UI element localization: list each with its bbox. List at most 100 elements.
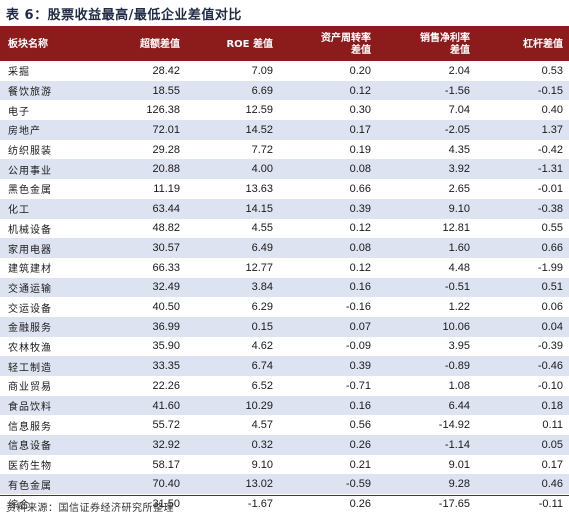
cell-asset-turnover-diff: 0.20 [349,64,371,77]
cell-sector: 化工 [8,205,30,217]
cell-leverage-diff: -0.15 [537,84,563,97]
cell-asset-turnover-diff: 0.16 [349,281,371,294]
cell-roe-diff: 10.29 [245,399,273,412]
cell-excess-diff: 72.01 [152,123,180,136]
cell-net-margin-diff: 2.04 [448,64,470,77]
cell-roe-diff: 7.72 [251,143,273,156]
table-row: 黑色金属 11.19 13.63 0.66 2.65 -0.01 [0,179,569,199]
cell-roe-diff: 6.69 [251,84,273,97]
cell-leverage-diff: 0.04 [541,320,563,333]
cell-asset-turnover-diff: 0.21 [349,458,371,471]
cell-sector: 采掘 [8,67,30,79]
cell-roe-diff: 12.77 [245,261,273,274]
cell-net-margin-diff: 1.08 [448,379,470,392]
cell-asset-turnover-diff: -0.59 [345,478,371,491]
cell-excess-diff: 55.72 [152,419,180,432]
table-row: 餐饮旅游 18.55 6.69 0.12 -1.56 -0.15 [0,80,569,101]
cell-roe-diff: 6.74 [251,360,273,373]
cell-sector: 农林牧渔 [8,342,52,354]
cell-net-margin-diff: 2.65 [448,182,470,195]
cell-roe-diff: 14.15 [245,202,273,215]
cell-asset-turnover-diff: 0.26 [349,438,371,451]
table-row: 建筑建材 66.33 12.77 0.12 4.48 -1.99 [0,258,569,278]
cell-leverage-diff: -0.39 [537,340,563,353]
cell-asset-turnover-diff: 0.19 [349,143,371,156]
cell-roe-diff: -1.67 [247,497,273,510]
cell-excess-diff: 40.50 [152,301,180,314]
cell-asset-turnover-diff: 0.30 [349,104,371,117]
cell-leverage-diff: -0.38 [537,202,563,215]
table-row: 金融服务 36.99 0.15 0.07 10.06 0.04 [0,316,569,337]
cell-leverage-diff: 0.40 [541,104,563,117]
cell-leverage-diff: 0.18 [541,399,563,412]
cell-excess-diff: 48.82 [152,222,180,235]
cell-roe-diff: 9.10 [251,458,273,471]
cell-excess-diff: 66.33 [152,261,180,274]
cell-net-margin-diff: 12.81 [442,222,470,235]
cell-asset-turnover-diff: -0.09 [345,340,371,353]
cell-roe-diff: 4.55 [251,222,273,235]
cell-excess-diff: 36.99 [152,320,180,333]
table-row: 公用事业 20.88 4.00 0.08 3.92 -1.31 [0,159,569,180]
cell-excess-diff: 33.35 [152,360,180,373]
cell-roe-diff: 12.59 [245,104,273,117]
cell-excess-diff: 32.49 [152,281,180,294]
table-row: 商业贸易 22.26 6.52 -0.71 1.08 -0.10 [0,376,569,396]
table-row: 采掘 28.42 7.09 0.20 2.04 0.53 [0,61,569,81]
table-title: 表 6：股票收益最高/最低企业差值对比 [6,8,242,23]
cell-asset-turnover-diff: 0.39 [349,360,371,373]
cell-asset-turnover-diff: -0.71 [345,379,371,392]
cell-excess-diff: 30.57 [152,242,180,255]
cell-excess-diff: 18.55 [152,84,180,97]
cell-excess-diff: 22.26 [152,379,180,392]
table-row: 轻工制造 33.35 6.74 0.39 -0.89 -0.46 [0,356,569,376]
cell-net-margin-diff: 9.10 [448,202,470,215]
cell-net-margin-diff: -1.56 [444,84,470,97]
cell-sector: 信息设备 [8,441,52,453]
cell-net-margin-diff: 4.35 [448,143,470,156]
cell-leverage-diff: 0.06 [541,301,563,314]
cell-leverage-diff: 0.11 [542,419,563,432]
cell-sector: 食品饮料 [8,402,52,414]
table-row: 交通运输 32.49 3.84 0.16 -0.51 0.51 [0,277,569,298]
cell-leverage-diff: -1.99 [537,261,563,274]
table-row: 医药生物 58.17 9.10 0.21 9.01 0.17 [0,455,569,475]
cell-leverage-diff: 0.51 [541,281,563,294]
cell-sector: 房地产 [8,126,41,138]
cell-net-margin-diff: 4.48 [448,261,470,274]
cell-net-margin-diff: -17.65 [438,497,470,510]
column-header-leverage-diff: 杠杆差值 [523,38,563,50]
table-row: 化工 63.44 14.15 0.39 9.10 -0.38 [0,198,569,219]
cell-asset-turnover-diff: -0.16 [345,301,371,314]
cell-net-margin-diff: 9.01 [448,458,470,471]
cell-net-margin-diff: 6.44 [448,399,470,412]
table-row: 信息设备 32.92 0.32 0.26 -1.14 0.05 [0,435,569,455]
cell-roe-diff: 3.84 [251,281,273,294]
cell-excess-diff: 41.60 [152,399,180,412]
cell-leverage-diff: 0.66 [541,242,563,255]
title-divider [0,26,569,28]
cell-roe-diff: 4.57 [251,419,273,432]
cell-sector: 建筑建材 [8,264,52,276]
table-row: 食品饮料 41.60 10.29 0.16 6.44 0.18 [0,395,569,416]
table-header: 板块名称 超额差值 ROE 差值 资产周转率 差值 销售净利率 差值 杠杆差值 [0,28,569,61]
cell-net-margin-diff: -0.89 [444,360,470,373]
cell-excess-diff: 32.92 [152,438,180,451]
cell-asset-turnover-diff: 0.08 [349,163,371,176]
cell-asset-turnover-diff: 0.12 [349,261,371,274]
table-row: 综合 31.50 -1.67 0.26 -17.65 -0.11 [0,494,569,514]
table-row: 电子 126.38 12.59 0.30 7.04 0.40 [0,100,569,120]
cell-roe-diff: 4.62 [251,340,273,353]
cell-leverage-diff: 0.53 [541,64,563,77]
table-row: 有色金属 70.40 13.02 -0.59 9.28 0.46 [0,474,569,495]
cell-roe-diff: 7.09 [251,64,273,77]
cell-excess-diff: 35.90 [152,340,180,353]
cell-sector: 家用电器 [8,244,52,256]
cell-roe-diff: 0.32 [251,438,273,451]
table-row: 交运设备 40.50 6.29 -0.16 1.22 0.06 [0,297,569,317]
cell-leverage-diff: -0.46 [537,360,563,373]
column-header-net-margin-diff: 销售净利率 差值 [420,32,470,56]
cell-sector: 有色金属 [8,480,52,492]
cell-roe-diff: 6.29 [251,301,273,314]
cell-sector: 纺织服装 [8,146,52,158]
